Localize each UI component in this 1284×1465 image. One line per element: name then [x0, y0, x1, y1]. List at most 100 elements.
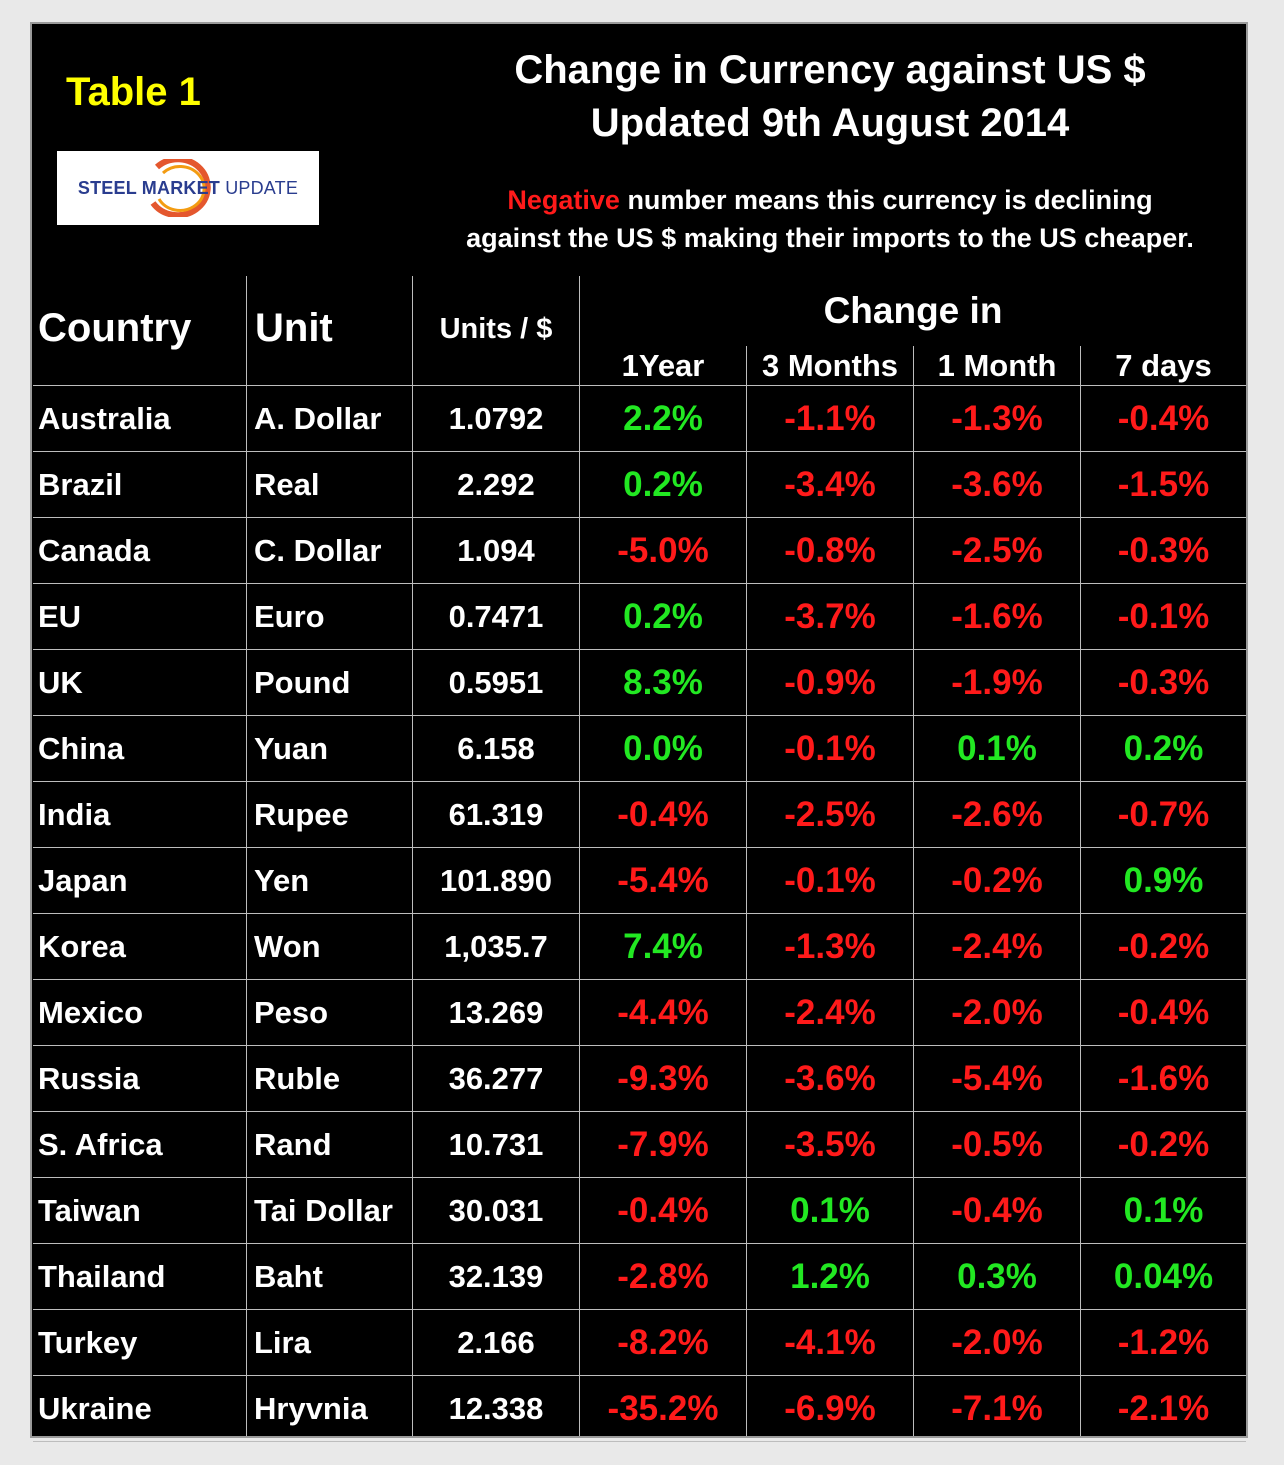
change-7-days: 0.9% [1123, 861, 1204, 900]
note-line-2: against the US $ making their imports to… [466, 223, 1194, 253]
change-1-month: -2.0% [951, 993, 1043, 1032]
table-row: EU Euro 0.7471 0.2% -3.7% -1.6% -0.1% [33, 584, 1246, 650]
change-3-months: -6.9% [784, 1389, 876, 1428]
cell-unit: Won [254, 929, 321, 964]
cell-units-per-dollar: 30.031 [448, 1193, 544, 1228]
chart-title: Change in Currency against US $ Updated … [420, 44, 1240, 150]
change-3-months: -0.1% [784, 861, 876, 900]
cell-unit: Lira [254, 1325, 311, 1360]
grid-line [33, 385, 1246, 386]
cell-units-per-dollar: 0.5951 [448, 665, 544, 700]
change-7-days: 0.2% [1123, 729, 1204, 768]
change-1-year: -9.3% [617, 1059, 709, 1098]
grid-line [33, 583, 1246, 584]
logo-market: MARKET [141, 177, 220, 198]
change-7-days: 0.1% [1123, 1191, 1204, 1230]
cell-unit: Rand [254, 1127, 332, 1162]
grid-line [33, 847, 1246, 848]
cell-country: UK [38, 665, 83, 700]
change-1-year: -0.4% [617, 795, 709, 834]
title-line-1: Change in Currency against US $ [514, 48, 1146, 92]
table-row: Mexico Peso 13.269 -4.4% -2.4% -2.0% -0.4% [33, 980, 1246, 1046]
change-1-year: 0.2% [623, 597, 703, 636]
cell-unit: Yuan [254, 731, 329, 766]
table-row: Turkey Lira 2.166 -8.2% -4.1% -2.0% -1.2% [33, 1310, 1246, 1376]
table-frame [30, 22, 1248, 1438]
table-row: India Rupee 61.319 -0.4% -2.5% -2.6% -0.7% [33, 782, 1246, 848]
change-3-months: -2.5% [784, 795, 876, 834]
table-row: Thailand Baht 32.139 -2.8% 1.2% 0.3% 0.04% [33, 1244, 1246, 1310]
table-row: S. Africa Rand 10.731 -7.9% -3.5% -0.5% -0.2% [33, 1112, 1246, 1178]
grid-line [33, 1243, 1246, 1244]
header-unit: Unit [255, 306, 333, 350]
cell-country: Thailand [38, 1259, 166, 1294]
cell-units-per-dollar: 6.158 [457, 731, 535, 766]
change-3-months: 1.2% [790, 1257, 870, 1296]
table-row: UK Pound 0.5951 8.3% -0.9% -1.9% -0.3% [33, 650, 1246, 716]
grid-line [33, 1441, 1246, 1442]
cell-units-per-dollar: 61.319 [448, 797, 544, 832]
cell-unit: Ruble [254, 1061, 341, 1096]
grid-line [1080, 346, 1081, 1436]
logo-text: STEEL MARKET UPDATE [78, 178, 298, 199]
grid-line [33, 715, 1246, 716]
cell-units-per-dollar: 36.277 [448, 1061, 544, 1096]
grid-line [33, 1309, 1246, 1310]
cell-unit: Euro [254, 599, 325, 634]
cell-units-per-dollar: 2.292 [457, 467, 535, 502]
cell-country: Turkey [38, 1325, 138, 1360]
cell-units-per-dollar: 101.890 [439, 863, 553, 898]
cell-unit: Rupee [254, 797, 349, 832]
grid-line [33, 781, 1246, 782]
cell-unit: Pound [254, 665, 351, 700]
change-7-days: 0.04% [1113, 1257, 1214, 1296]
change-1-month: -0.2% [951, 861, 1043, 900]
table-label: Table 1 [66, 70, 201, 114]
change-1-year: -0.4% [617, 1191, 709, 1230]
header-3-months: 3 Months [761, 348, 899, 383]
cell-units-per-dollar: 2.166 [457, 1325, 535, 1360]
change-3-months: -3.4% [784, 465, 876, 504]
cell-unit: A. Dollar [254, 401, 382, 436]
cell-unit: Peso [254, 995, 329, 1030]
cell-country: India [38, 797, 111, 832]
change-1-month: -3.6% [951, 465, 1043, 504]
change-3-months: -1.3% [784, 927, 876, 966]
change-1-year: -4.4% [617, 993, 709, 1032]
cell-country: Canada [38, 533, 150, 568]
change-7-days: -0.2% [1117, 1125, 1210, 1164]
change-7-days: -0.7% [1117, 795, 1210, 834]
change-1-month: -1.6% [951, 597, 1043, 636]
change-7-days: -1.5% [1117, 465, 1210, 504]
cell-unit: Real [254, 467, 320, 502]
change-1-year: 0.0% [623, 729, 703, 768]
table-row: Taiwan Tai Dollar 30.031 -0.4% 0.1% -0.4% 0.1% [33, 1178, 1246, 1244]
header-units-per-dollar: Units / $ [439, 313, 553, 345]
note-line-1: number means this currency is declining [619, 185, 1153, 215]
cell-country: China [38, 731, 125, 766]
grid-line [913, 346, 914, 1436]
steel-market-update-logo: STEEL MARKET UPDATE [57, 151, 319, 225]
change-1-month: -0.5% [951, 1125, 1043, 1164]
header-1-year: 1Year [621, 348, 705, 383]
change-1-month: 0.1% [957, 729, 1037, 768]
header-1-month: 1 Month [937, 348, 1057, 383]
cell-units-per-dollar: 13.269 [448, 995, 544, 1030]
grid-line [33, 451, 1246, 452]
change-7-days: -2.1% [1117, 1389, 1210, 1428]
table-row: Russia Ruble 36.277 -9.3% -3.6% -5.4% -1.6% [33, 1046, 1246, 1112]
logo-update: UPDATE [225, 177, 299, 198]
cell-country: EU [38, 599, 82, 634]
grid-line [579, 276, 580, 1436]
cell-country: Japan [38, 863, 128, 898]
cell-country: Australia [38, 401, 171, 436]
grid-line [33, 649, 1246, 650]
table-row: China Yuan 6.158 0.0% -0.1% 0.1% 0.2% [33, 716, 1246, 782]
change-3-months: -0.9% [784, 663, 876, 702]
logo-swoosh-icon [150, 159, 211, 217]
grid-line [33, 913, 1246, 914]
change-1-month: -2.0% [951, 1323, 1043, 1362]
cell-country: Taiwan [38, 1193, 141, 1228]
change-7-days: -0.1% [1117, 597, 1210, 636]
cell-country: S. Africa [38, 1127, 163, 1162]
